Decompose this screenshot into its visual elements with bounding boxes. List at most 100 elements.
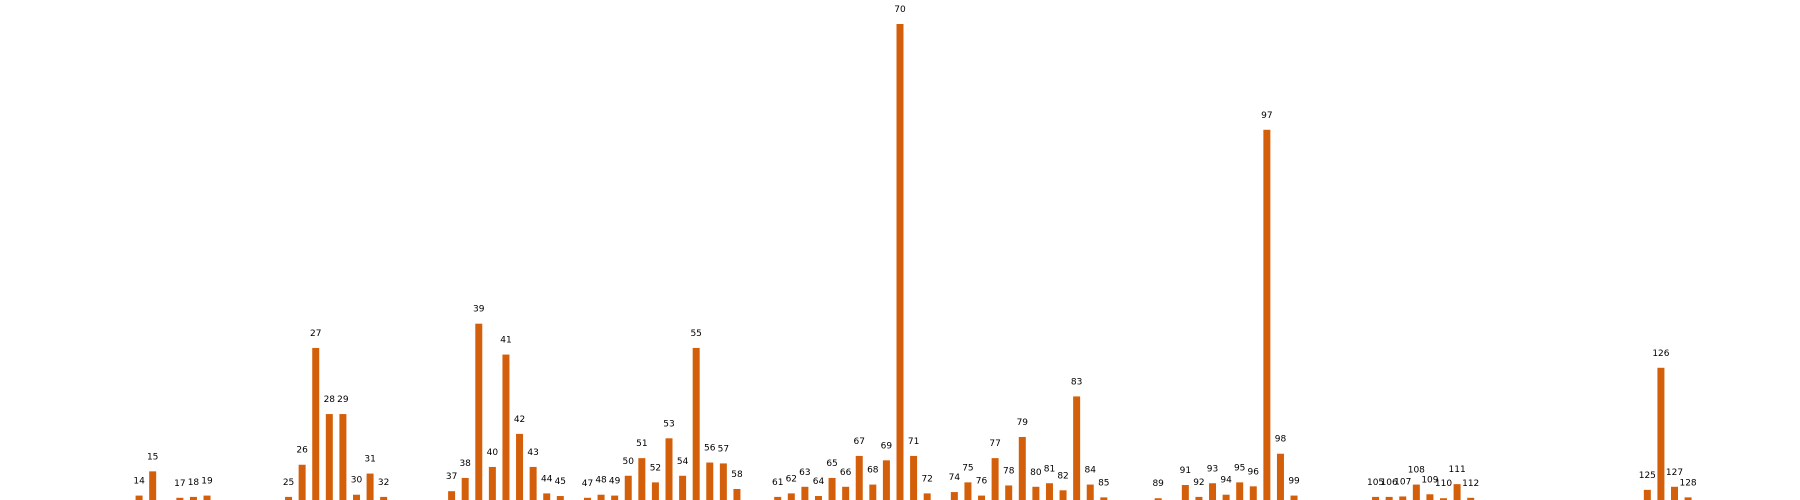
bar-84 — [1086, 484, 1094, 500]
bar-83 — [1073, 396, 1081, 500]
bar-107 — [1399, 496, 1407, 500]
bar-28 — [325, 414, 333, 500]
bar-label-27: 27 — [310, 329, 321, 339]
bar-74 — [950, 492, 958, 500]
bar-62 — [787, 493, 795, 500]
bar-label-63: 63 — [799, 468, 810, 478]
bar-48 — [597, 494, 605, 500]
bar-47 — [583, 497, 591, 500]
bar-69 — [882, 460, 890, 500]
bar-26 — [298, 464, 306, 500]
bar-65 — [828, 477, 836, 500]
bar-76 — [978, 495, 986, 500]
bar-label-95: 95 — [1234, 463, 1245, 473]
bar-label-55: 55 — [690, 329, 701, 339]
bar-label-77: 77 — [989, 439, 1000, 449]
bar-32 — [380, 496, 388, 500]
bar-label-80: 80 — [1030, 468, 1042, 478]
bar-66 — [842, 486, 850, 500]
bar-label-62: 62 — [786, 474, 797, 484]
bar-label-44: 44 — [541, 474, 553, 484]
bar-53 — [665, 438, 673, 500]
bar-label-97: 97 — [1261, 111, 1272, 121]
bar-54 — [679, 475, 687, 500]
bar-label-41: 41 — [500, 336, 511, 346]
bar-label-75: 75 — [962, 463, 973, 473]
bar-58 — [733, 488, 741, 500]
bar-label-29: 29 — [337, 395, 349, 405]
bar-51 — [638, 458, 646, 500]
bar-42 — [516, 433, 524, 500]
bar-label-25: 25 — [283, 478, 294, 488]
bar-92 — [1195, 496, 1203, 500]
bar-49 — [611, 495, 619, 500]
bar-label-54: 54 — [677, 457, 689, 467]
bar-label-52: 52 — [650, 463, 661, 473]
bar-label-70: 70 — [894, 5, 906, 15]
bar-label-85: 85 — [1098, 478, 1109, 488]
bar-63 — [801, 486, 809, 500]
bar-label-94: 94 — [1220, 476, 1232, 486]
bar-label-109: 109 — [1421, 475, 1438, 485]
bar-94 — [1222, 494, 1230, 500]
bar-label-40: 40 — [487, 448, 499, 458]
bar-18 — [189, 496, 197, 500]
bar-37 — [448, 491, 456, 500]
bar-99 — [1290, 495, 1298, 500]
bar-label-31: 31 — [364, 455, 375, 465]
bar-68 — [869, 484, 877, 500]
bar-label-51: 51 — [636, 439, 647, 449]
bar-82 — [1059, 490, 1067, 500]
bar-52 — [651, 482, 659, 500]
bar-label-78: 78 — [1003, 466, 1015, 476]
bar-label-39: 39 — [473, 305, 485, 315]
bar-label-83: 83 — [1071, 377, 1082, 387]
bar-89 — [1154, 498, 1162, 500]
bar-43 — [529, 466, 537, 500]
bar-25 — [285, 496, 293, 500]
bar-label-128: 128 — [1679, 478, 1696, 488]
bar-40 — [488, 466, 496, 500]
bar-label-64: 64 — [813, 477, 825, 487]
bar-45 — [556, 496, 564, 500]
bar-111 — [1453, 484, 1461, 500]
bar-label-19: 19 — [201, 477, 213, 487]
bar-71 — [910, 455, 918, 500]
bar-41 — [502, 354, 510, 500]
bar-112 — [1467, 497, 1475, 500]
bar-56 — [706, 462, 714, 500]
bar-label-49: 49 — [609, 477, 621, 487]
bar-label-38: 38 — [459, 459, 471, 469]
bar-label-126: 126 — [1652, 349, 1669, 359]
bar-label-89: 89 — [1152, 479, 1164, 489]
bar-label-30: 30 — [351, 476, 363, 486]
bar-label-15: 15 — [147, 452, 158, 462]
bar-77 — [991, 458, 999, 500]
bar-label-71: 71 — [908, 437, 919, 447]
bar-17 — [176, 497, 184, 500]
bar-label-26: 26 — [296, 446, 308, 456]
bar-label-98: 98 — [1275, 435, 1287, 445]
bar-label-79: 79 — [1017, 418, 1029, 428]
bar-label-74: 74 — [949, 473, 961, 483]
bar-label-68: 68 — [867, 466, 879, 476]
bar-93 — [1209, 483, 1217, 500]
bar-label-106: 106 — [1381, 478, 1398, 488]
bar-label-66: 66 — [840, 468, 852, 478]
bar-label-28: 28 — [324, 395, 336, 405]
bar-97 — [1263, 129, 1271, 500]
bar-label-81: 81 — [1044, 464, 1055, 474]
bar-39 — [475, 323, 483, 500]
bar-label-48: 48 — [595, 476, 607, 486]
bar-81 — [1045, 483, 1053, 500]
bar-label-72: 72 — [921, 474, 932, 484]
bar-label-37: 37 — [446, 472, 457, 482]
bar-label-91: 91 — [1180, 466, 1191, 476]
bar-label-69: 69 — [881, 441, 893, 451]
bar-label-84: 84 — [1085, 466, 1097, 476]
bar-label-107: 107 — [1394, 477, 1411, 487]
bar-label-17: 17 — [174, 479, 185, 489]
bar-label-61: 61 — [772, 478, 783, 488]
